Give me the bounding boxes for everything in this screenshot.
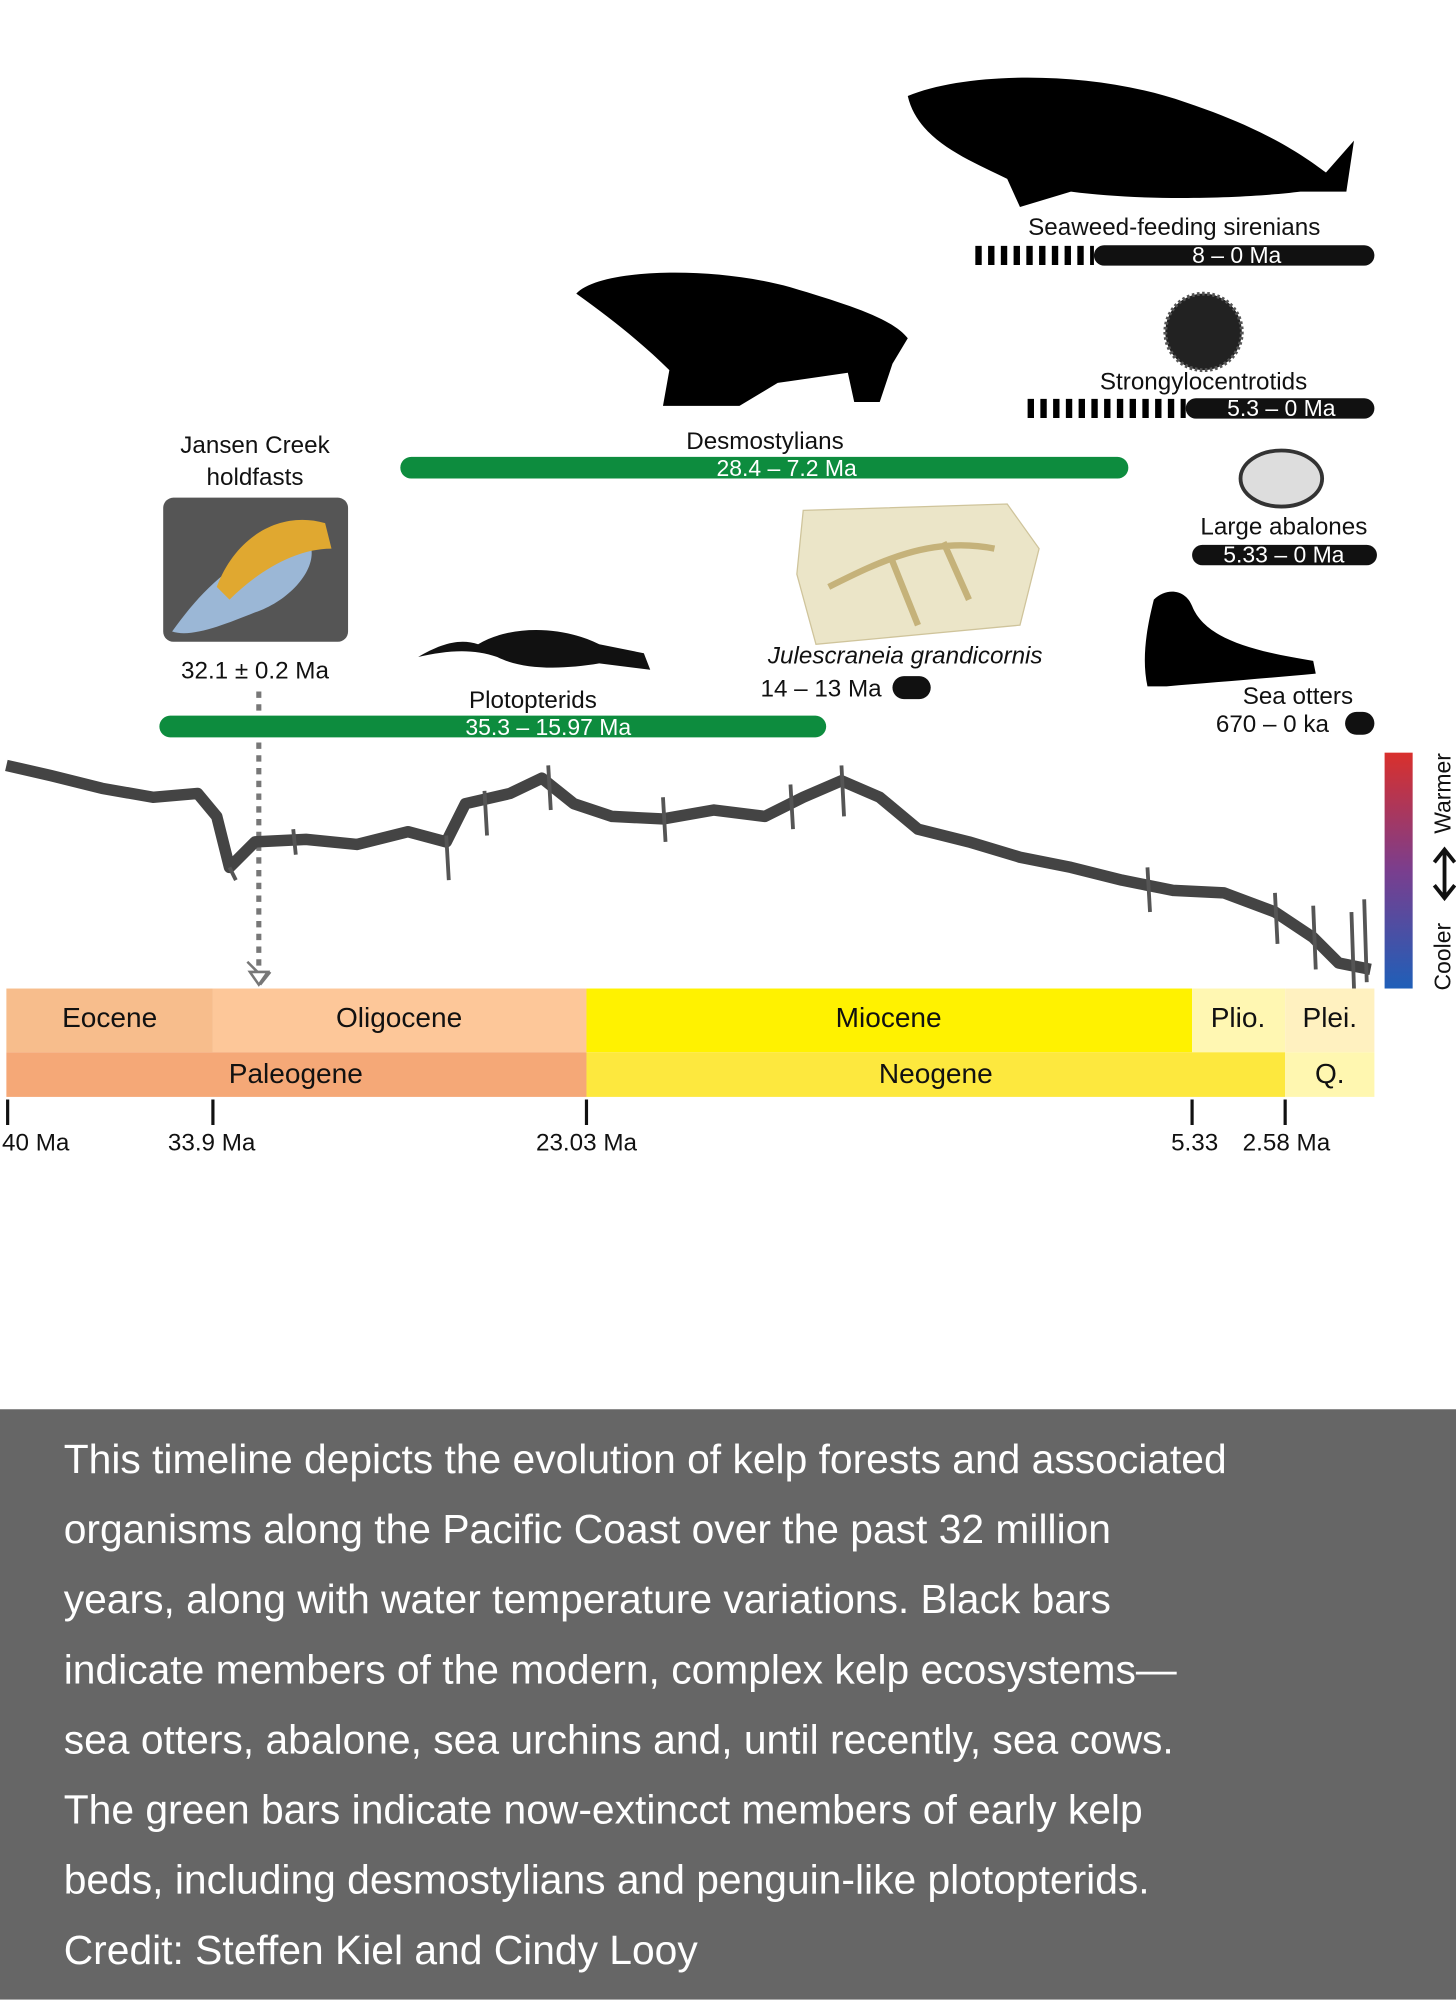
- epoch-band: [1192, 988, 1286, 1053]
- tick-label: 23.03 Ma: [536, 1129, 638, 1156]
- tick-label: 2.58 Ma: [1243, 1129, 1331, 1156]
- period-band: [1285, 1052, 1375, 1097]
- sirenian-silhouette: [907, 77, 1355, 207]
- period-label: Neogene: [879, 1058, 993, 1089]
- abalone-image: [1238, 448, 1325, 509]
- arrow: [246, 960, 272, 987]
- epoch-band: [1285, 988, 1375, 1053]
- caption-line: Credit: Steffen Kiel and Cindy Looy: [64, 1927, 699, 1973]
- organism-name: Strongylocentrotids: [1100, 368, 1307, 395]
- holdfast-name: Jansen Creek: [180, 432, 330, 459]
- caption: This timeline depicts the evolution of k…: [64, 1436, 1227, 1973]
- organism-name: Julescraneia grandicornis: [767, 642, 1043, 669]
- fossil-image: [796, 503, 1040, 645]
- tick-label: 33.9 Ma: [168, 1129, 256, 1156]
- holdfast-name: holdfasts: [207, 464, 304, 491]
- epoch-label: Oligocene: [336, 1002, 462, 1033]
- range-label: 5.3 – 0 Ma: [1227, 395, 1336, 421]
- epoch-label: Plei.: [1303, 1002, 1358, 1033]
- period-band: [586, 1052, 1286, 1097]
- epoch-label: Eocene: [62, 1002, 157, 1033]
- tick-marks: [6, 1099, 1287, 1125]
- epoch-label: Plio.: [1211, 1002, 1266, 1033]
- epoch-band: [212, 988, 587, 1053]
- tick-label: 40 Ma: [2, 1129, 70, 1156]
- range-label: 14 – 13 Ma: [760, 676, 882, 703]
- epoch-band: [6, 988, 213, 1053]
- desmostylian-silhouette: [576, 272, 908, 406]
- range-bar: [1093, 245, 1375, 266]
- range-label: 5.33 – 0 Ma: [1223, 542, 1344, 568]
- warmer-label: Warmer: [1430, 753, 1456, 834]
- cooler-label: Cooler: [1430, 923, 1456, 991]
- tick-label: 5.33: [1171, 1129, 1218, 1156]
- organism-name: Plotopterids: [469, 687, 597, 714]
- period-label: Q.: [1315, 1058, 1345, 1089]
- urchin-image: [1163, 291, 1244, 373]
- range-label: 28.4 – 7.2 Ma: [717, 455, 858, 481]
- range-label: 670 – 0 ka: [1216, 711, 1330, 738]
- organism-name: Large abalones: [1200, 514, 1367, 541]
- fossil-detail: [827, 540, 996, 627]
- caption-box: [0, 1409, 1456, 2000]
- range-bar: [1185, 398, 1375, 419]
- caption-line: indicate members of the modern, complex …: [64, 1646, 1177, 1692]
- temperature-curve: [5, 759, 1372, 976]
- caption-line: beds, including desmostylians and pengui…: [64, 1857, 1150, 1903]
- temperature-gradient: [1384, 752, 1413, 989]
- organism-name: Sea otters: [1243, 683, 1353, 710]
- caption-line: The green bars indicate now-extincct mem…: [64, 1787, 1143, 1833]
- range-bar: [400, 456, 1129, 479]
- organism-name: Seaweed-feeding sirenians: [1028, 214, 1320, 241]
- range-bar: [1345, 711, 1375, 735]
- holdfast-detail: [216, 519, 332, 600]
- holdfast-age: 32.1 ± 0.2 Ma: [181, 658, 329, 685]
- caption-line: organisms along the Pacific Coast over t…: [64, 1506, 1111, 1552]
- caption-line: This timeline depicts the evolution of k…: [64, 1436, 1227, 1482]
- seal-silhouette: [1144, 591, 1316, 687]
- epoch-band: [586, 988, 1193, 1053]
- caption-line: sea otters, abalone, sea urchins and, un…: [64, 1716, 1174, 1762]
- caption-line: years, along with water temperature vari…: [64, 1576, 1111, 1622]
- range-label: 35.3 – 15.97 Ma: [465, 714, 631, 740]
- epoch-label: Miocene: [836, 1002, 942, 1033]
- range-bar: [892, 676, 931, 700]
- plotopterid-silhouette: [418, 629, 651, 670]
- organism-name: Desmostylians: [686, 428, 843, 455]
- period-label: Paleogene: [229, 1058, 363, 1089]
- temperature-noise: [227, 765, 1369, 989]
- period-band: [6, 1052, 587, 1097]
- range-label: 8 – 0 Ma: [1192, 242, 1281, 268]
- range-bar: [159, 715, 827, 738]
- scale-arrow: [1432, 846, 1456, 902]
- range-bar: [1192, 544, 1377, 566]
